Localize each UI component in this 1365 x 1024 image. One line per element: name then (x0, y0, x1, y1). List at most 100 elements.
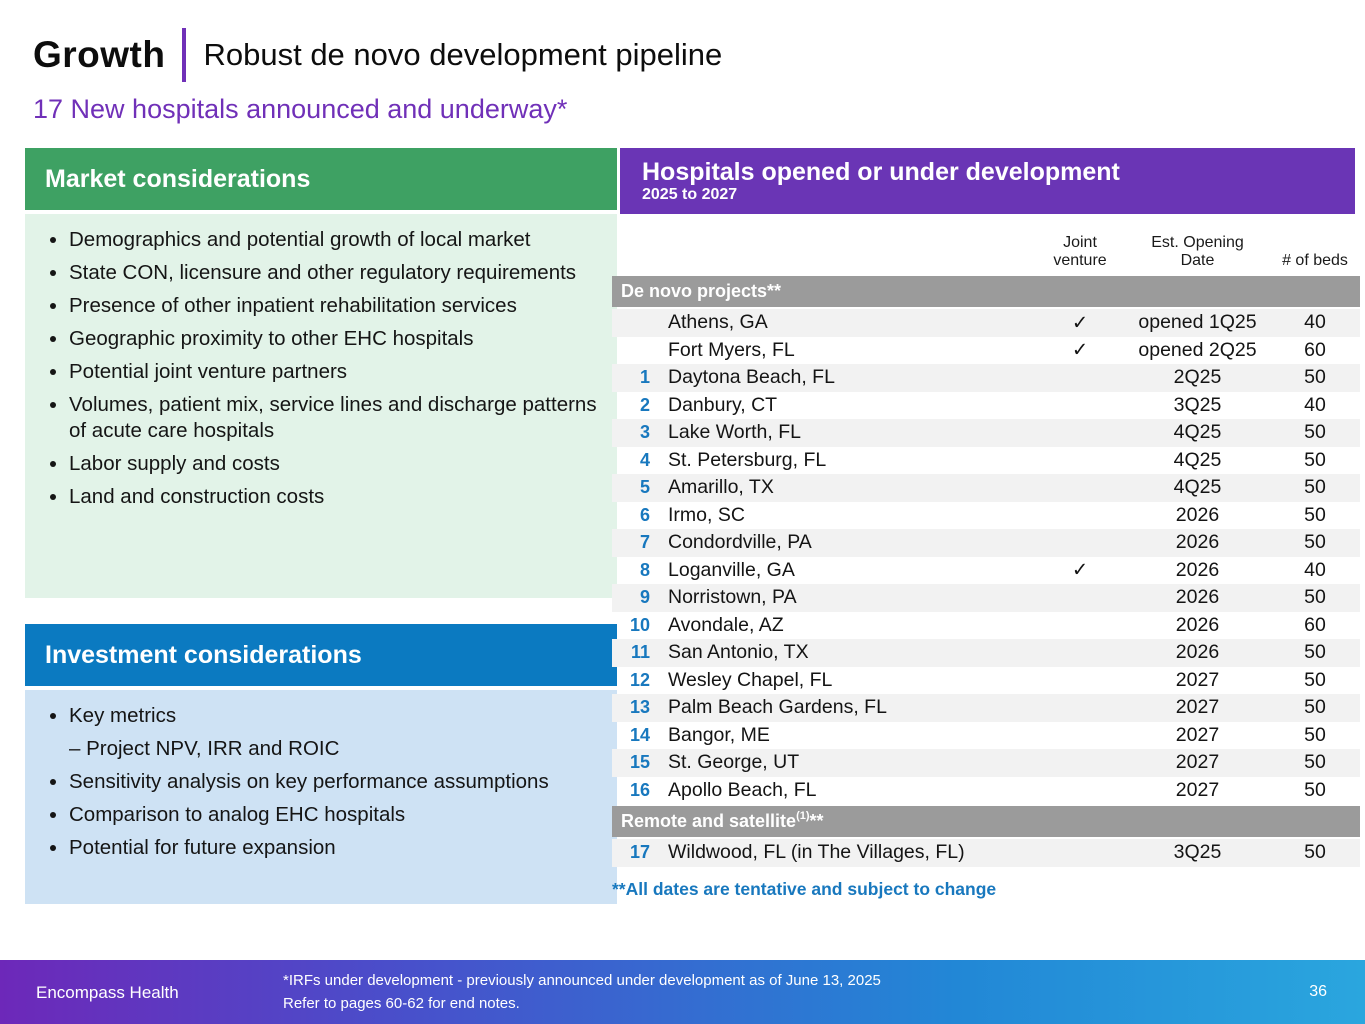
bed-count: 50 (1304, 421, 1326, 444)
table-row: Athens, GA ✓ opened 1Q25 40 (612, 309, 1360, 337)
section-band-superscript: (1) (796, 809, 810, 822)
section-band-suffix: ** (809, 811, 824, 831)
section-band-de-novo: De novo projects** (612, 276, 1360, 307)
bed-count: 50 (1304, 668, 1326, 691)
section-band-remote-satellite: Remote and satellite (1) ** (612, 806, 1360, 837)
market-bullet: Land and construction costs (69, 484, 609, 510)
opening-date: 4Q25 (1173, 421, 1222, 444)
market-bullet: Potential joint venture partners (69, 359, 609, 385)
investment-bullet-list: Key metrics (39, 703, 609, 729)
table-row: Fort Myers, FL ✓ opened 2Q25 60 (612, 337, 1360, 365)
opening-date: 4Q25 (1173, 448, 1222, 471)
hospital-name: Lake Worth, FL (668, 421, 801, 444)
investment-bullet: Comparison to analog EHC hospitals (69, 802, 609, 828)
opening-date: 2027 (1175, 778, 1220, 801)
market-bullet: Labor supply and costs (69, 451, 609, 477)
hospital-name: Daytona Beach, FL (668, 366, 835, 389)
table-footnote: **All dates are tentative and subject to… (612, 878, 997, 899)
table-row: 4 St. Petersburg, FL 4Q25 50 (612, 447, 1360, 475)
slide-subtitle: 17 New hospitals announced and underway* (33, 94, 568, 124)
market-bullet: Demographics and potential growth of loc… (69, 227, 609, 253)
investment-considerations-header: Investment considerations (25, 624, 617, 686)
hospital-name: Wesley Chapel, FL (668, 668, 833, 691)
column-header-beds: # of beds (1282, 252, 1348, 270)
hospital-name: Bangor, ME (668, 723, 770, 746)
bed-count: 60 (1304, 338, 1326, 361)
section-label: Growth (33, 34, 166, 75)
bed-count: 40 (1304, 393, 1326, 416)
market-bullet-list: Demographics and potential growth of loc… (39, 227, 609, 510)
opening-date: 2026 (1175, 641, 1220, 664)
market-bullet: State CON, licensure and other regulator… (69, 260, 609, 286)
row-number: 10 (629, 614, 650, 635)
brand-wordmark: Encompass Health (36, 983, 179, 1002)
header-divider (182, 28, 187, 82)
table-row: 7 Condordville, PA 2026 50 (612, 529, 1360, 557)
opening-date: 2027 (1175, 751, 1220, 774)
bed-count: 50 (1304, 476, 1326, 499)
row-number: 17 (629, 842, 650, 863)
opening-date: opened 2Q25 (1138, 338, 1257, 361)
opening-date: 2027 (1175, 696, 1220, 719)
hospital-name: Irmo, SC (668, 503, 745, 526)
investment-bullet: Sensitivity analysis on key performance … (69, 769, 609, 795)
opening-date: opened 1Q25 (1138, 311, 1257, 334)
opening-date: 2Q25 (1173, 366, 1222, 389)
table-row: 1 Daytona Beach, FL 2Q25 50 (612, 364, 1360, 392)
row-number: 9 (639, 587, 650, 608)
table-row: 13 Palm Beach Gardens, FL 2027 50 (612, 694, 1360, 722)
investment-bullet: Key metrics (69, 703, 609, 729)
row-number: 15 (629, 752, 650, 773)
slide-title: Robust de novo development pipeline (203, 37, 723, 72)
row-number: 4 (639, 449, 650, 470)
hospitals-table: Joint venture Est. Opening Date # of bed… (612, 224, 1360, 900)
market-considerations-header: Market considerations (25, 148, 617, 210)
row-number: 7 (639, 532, 650, 553)
footer-footnotes: *IRFs under development - previously ann… (283, 970, 881, 1015)
row-number: 8 (639, 559, 650, 580)
opening-date: 2026 (1175, 558, 1220, 581)
market-considerations-body: Demographics and potential growth of loc… (25, 214, 617, 598)
slide-header: Growth Robust de novo development pipeli… (33, 28, 722, 82)
bed-count: 50 (1304, 751, 1326, 774)
bed-count: 50 (1304, 696, 1326, 719)
hospital-name: Loganville, GA (668, 558, 795, 581)
table-row: 3 Lake Worth, FL 4Q25 50 (612, 419, 1360, 447)
market-bullet: Presence of other inpatient rehabilitati… (69, 293, 609, 319)
opening-date: 2026 (1175, 531, 1220, 554)
investment-sub-bullet: – Project NPV, IRR and ROIC (69, 737, 340, 761)
investment-bullet: Potential for future expansion (69, 835, 609, 861)
bed-count: 60 (1304, 613, 1326, 636)
market-bullet: Volumes, patient mix, service lines and … (69, 392, 609, 444)
joint-venture-check: ✓ (1071, 311, 1089, 334)
market-bullet: Geographic proximity to other EHC hospit… (69, 326, 609, 352)
table-row: 16 Apollo Beach, FL 2027 50 (612, 777, 1360, 805)
table-row: 10 Avondale, AZ 2026 60 (612, 612, 1360, 640)
table-row: 5 Amarillo, TX 4Q25 50 (612, 474, 1360, 502)
bed-count: 50 (1304, 641, 1326, 664)
slide-footer: Encompass Health *IRFs under development… (0, 960, 1365, 1024)
joint-venture-check: ✓ (1071, 559, 1089, 582)
row-number: 16 (629, 779, 650, 800)
bed-count: 50 (1304, 841, 1326, 864)
hospital-name: St. Petersburg, FL (668, 448, 827, 471)
hospital-name: St. George, UT (668, 751, 800, 774)
row-number: 3 (639, 422, 650, 443)
table-row: 14 Bangor, ME 2027 50 (612, 722, 1360, 750)
bed-count: 50 (1304, 531, 1326, 554)
hospital-name: San Antonio, TX (668, 641, 809, 664)
hospital-name: Apollo Beach, FL (668, 778, 817, 801)
row-number: 11 (630, 642, 650, 663)
table-title: Hospitals opened or under development (642, 157, 1120, 186)
footnote-line: *IRFs under development - previously ann… (283, 972, 881, 989)
investment-considerations-body: Key metrics – Project NPV, IRR and ROIC … (25, 690, 617, 904)
table-column-headers: Joint venture Est. Opening Date # of bed… (612, 224, 1360, 274)
hospital-name: Norristown, PA (668, 586, 797, 609)
section-band-label: De novo projects** (621, 281, 782, 301)
bed-count: 50 (1304, 723, 1326, 746)
table-row: 9 Norristown, PA 2026 50 (612, 584, 1360, 612)
opening-date: 3Q25 (1173, 841, 1222, 864)
hospital-name: Palm Beach Gardens, FL (668, 696, 887, 719)
page-number: 36 (1309, 983, 1327, 1000)
hospital-name: Athens, GA (668, 311, 768, 334)
